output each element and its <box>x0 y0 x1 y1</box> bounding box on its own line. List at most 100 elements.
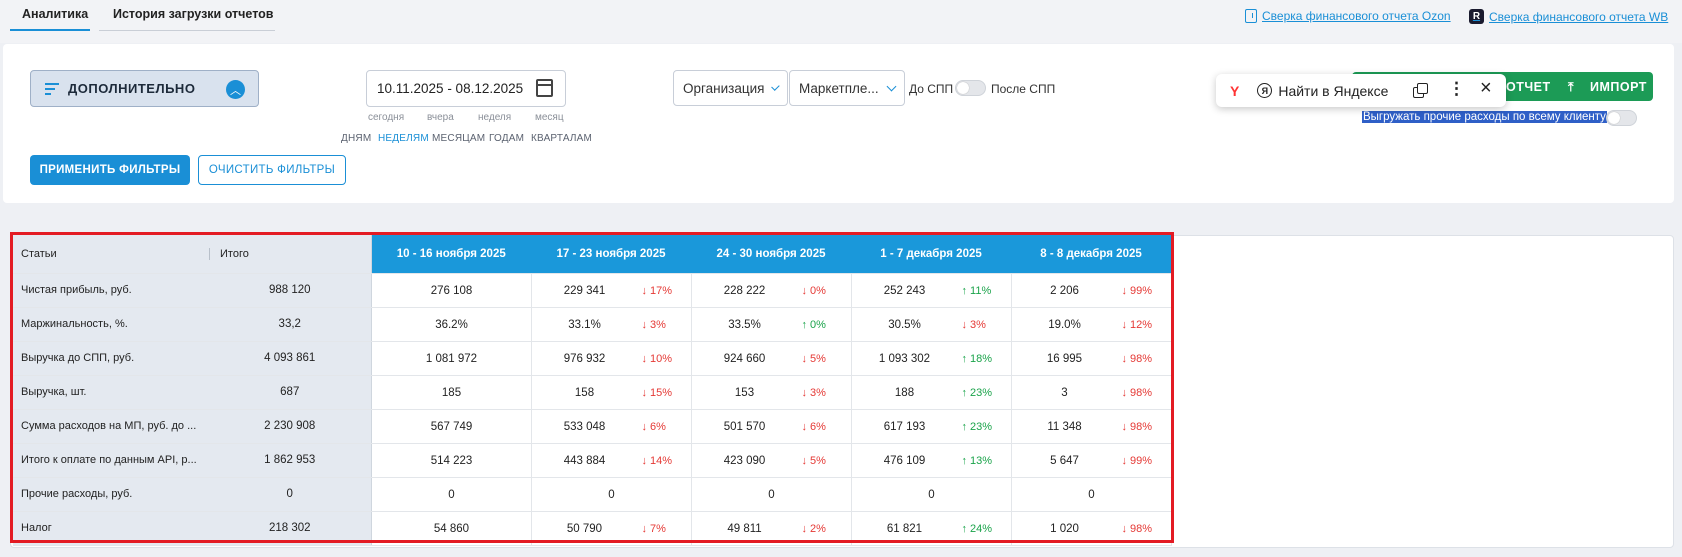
extra-filters-button[interactable]: ДОПОЛНИТЕЛЬНО ︿ <box>30 70 259 107</box>
header-week-5[interactable]: 8 - 8 декабря 2025 <box>1011 235 1171 274</box>
wb-reconciliation-link[interactable]: R Сверка финансового отчета WB <box>1469 9 1668 24</box>
week-cell: 924 660 ↓ 5% <box>691 341 852 376</box>
granularity-years[interactable]: ГОДАМ <box>489 133 525 144</box>
date-range-input[interactable]: 10.11.2025 - 08.12.2025 <box>366 70 566 107</box>
cell-delta: ↑ 23% <box>961 386 993 399</box>
cell-delta: ↓ 98% <box>1121 522 1153 535</box>
chevron-down-icon <box>771 81 780 91</box>
week-cell: 533 048 ↓ 6% <box>531 409 692 444</box>
granularity-days[interactable]: ДНЯМ <box>341 133 372 144</box>
cell-delta: ↓ 6% <box>801 420 826 433</box>
week-cell: 19.0% ↓ 12% <box>1011 307 1172 342</box>
row-total: 988 120 <box>209 273 372 308</box>
cell-value: 16 995 <box>1046 352 1083 365</box>
week-cell: 1 020 ↓ 98% <box>1011 511 1172 546</box>
ozon-reconciliation-link[interactable]: Сверка финансового отчета Ozon <box>1245 9 1451 23</box>
cell-value: 185 <box>441 386 462 399</box>
table-header-row: Статьи Итого 10 - 16 ноября 2025 17 - 23… <box>13 235 1171 274</box>
cell-value: 61 821 <box>886 522 923 535</box>
clear-filters-button[interactable]: ОЧИСТИТЬ ФИЛЬТРЫ <box>198 155 346 185</box>
yandex-find-button[interactable]: Я Найти в Яндексе <box>1257 83 1388 99</box>
week-cell: 1 093 302 ↑ 18% <box>851 341 1012 376</box>
granularity-months[interactable]: МЕСЯЦАМ <box>432 133 486 144</box>
row-total: 2 230 908 <box>209 409 372 444</box>
header-articles[interactable]: Статьи <box>13 235 209 274</box>
week-cell: 514 223 <box>371 443 532 478</box>
yandex-circle-icon: Я <box>1257 83 1273 98</box>
cell-value: 33.5% <box>728 318 761 331</box>
cell-delta: ↑ 23% <box>961 420 993 433</box>
cell-value: 276 108 <box>430 284 473 297</box>
cell-value: 443 884 <box>563 454 606 467</box>
cell-value: 49 811 <box>727 522 762 535</box>
table-row: Чистая прибыль, руб. 988 120 276 108 229 34… <box>13 273 1172 308</box>
more-vertical-icon[interactable]: ⋮ <box>1448 79 1465 98</box>
row-label: Итого к оплате по данным API, р... <box>13 443 209 478</box>
row-total: 218 302 <box>209 511 372 546</box>
week-cell: 1 081 972 <box>371 341 532 376</box>
cell-delta: ↑ 18% <box>961 352 993 365</box>
copy-icon[interactable] <box>1413 83 1428 98</box>
header-week-1[interactable]: 10 - 16 ноября 2025 <box>371 235 531 274</box>
export-other-expenses-label: Выгружать прочие расходы по всему клиент… <box>1362 111 1607 123</box>
week-cell: 158 ↓ 15% <box>531 375 692 410</box>
report-button[interactable]: ОТЧЕТ <box>1506 80 1551 94</box>
row-label: Сумма расходов на МП, руб. до ... <box>13 409 209 444</box>
row-label: Налог <box>13 511 209 546</box>
cell-delta: ↑ 11% <box>961 284 992 297</box>
header-week-4[interactable]: 1 - 7 декабря 2025 <box>851 235 1011 274</box>
date-range-value: 10.11.2025 - 08.12.2025 <box>377 81 524 96</box>
quick-yesterday[interactable]: вчера <box>427 112 454 123</box>
week-cell: 50 790 ↓ 7% <box>531 511 692 546</box>
quick-week[interactable]: неделя <box>478 112 512 123</box>
row-label: Чистая прибыль, руб. <box>13 273 209 308</box>
cell-value: 30.5% <box>888 318 921 331</box>
marketplace-select[interactable]: Маркетпле... <box>789 70 905 106</box>
table-row: Прочие расходы, руб. 0 0 0 0 0 0 <box>13 477 1172 512</box>
week-cell: 0 <box>851 477 1012 512</box>
calendar-icon[interactable] <box>536 79 553 97</box>
row-label: Выручка, шт. <box>13 375 209 410</box>
organization-select[interactable]: Организация <box>673 70 788 106</box>
tab-upload-history[interactable]: История загрузки отчетов <box>113 7 274 21</box>
spp-toggle[interactable] <box>955 80 986 96</box>
table-row: Выручка, шт. 687 185 158 ↓ 15% 153 ↓ 3% 188 ↑ 23… <box>13 375 1172 410</box>
cell-delta: ↓ 14% <box>641 454 673 467</box>
cell-value: 976 932 <box>563 352 606 365</box>
week-cell: 252 243 ↑ 11% <box>851 273 1012 308</box>
granularity-quarters[interactable]: КВАРТАЛАМ <box>531 133 593 144</box>
week-cell: 617 193 ↑ 23% <box>851 409 1012 444</box>
cell-value: 0 <box>448 488 455 501</box>
analytics-table: Статьи Итого 10 - 16 ноября 2025 17 - 23… <box>13 235 1172 546</box>
cell-value: 50 790 <box>566 522 603 535</box>
quick-month[interactable]: месяц <box>535 112 564 123</box>
header-week-2[interactable]: 17 - 23 ноября 2025 <box>531 235 691 274</box>
tab-analytics[interactable]: Аналитика <box>22 7 89 21</box>
apply-filters-button[interactable]: ПРИМЕНИТЬ ФИЛЬТРЫ <box>30 155 190 185</box>
cell-delta: ↓ 0% <box>801 284 826 297</box>
close-icon[interactable]: × <box>1480 77 1492 99</box>
row-total: 687 <box>209 375 372 410</box>
extra-filters-label: ДОПОЛНИТЕЛЬНО <box>68 81 196 96</box>
table-row: Выручка до СПП, руб. 4 093 861 1 081 972 97… <box>13 341 1172 376</box>
header-week-3[interactable]: 24 - 30 ноября 2025 <box>691 235 851 274</box>
cell-value: 476 109 <box>883 454 926 467</box>
header-total[interactable]: Итого <box>209 235 372 274</box>
cell-value: 924 660 <box>723 352 766 365</box>
cell-value: 36.2% <box>435 318 468 331</box>
cell-value: 252 243 <box>883 284 926 297</box>
granularity-weeks[interactable]: НЕДЕЛЯМ <box>378 133 429 144</box>
row-label: Маржинальность, %. <box>13 307 209 342</box>
quick-today[interactable]: сегодня <box>368 112 405 123</box>
import-button[interactable]: ИМПОРТ <box>1590 80 1647 94</box>
week-cell: 501 570 ↓ 6% <box>691 409 852 444</box>
cell-delta: ↓ 3% <box>801 386 826 399</box>
cell-delta: ↓ 99% <box>1121 454 1153 467</box>
cell-delta: ↑ 24% <box>961 522 993 535</box>
export-other-expenses-toggle[interactable] <box>1606 110 1637 126</box>
before-spp-label: До СПП <box>909 82 954 96</box>
week-cell: 54 860 <box>371 511 532 546</box>
cell-value: 229 341 <box>563 284 606 297</box>
week-cell: 229 341 ↓ 17% <box>531 273 692 308</box>
cell-value: 3 <box>1061 386 1068 399</box>
